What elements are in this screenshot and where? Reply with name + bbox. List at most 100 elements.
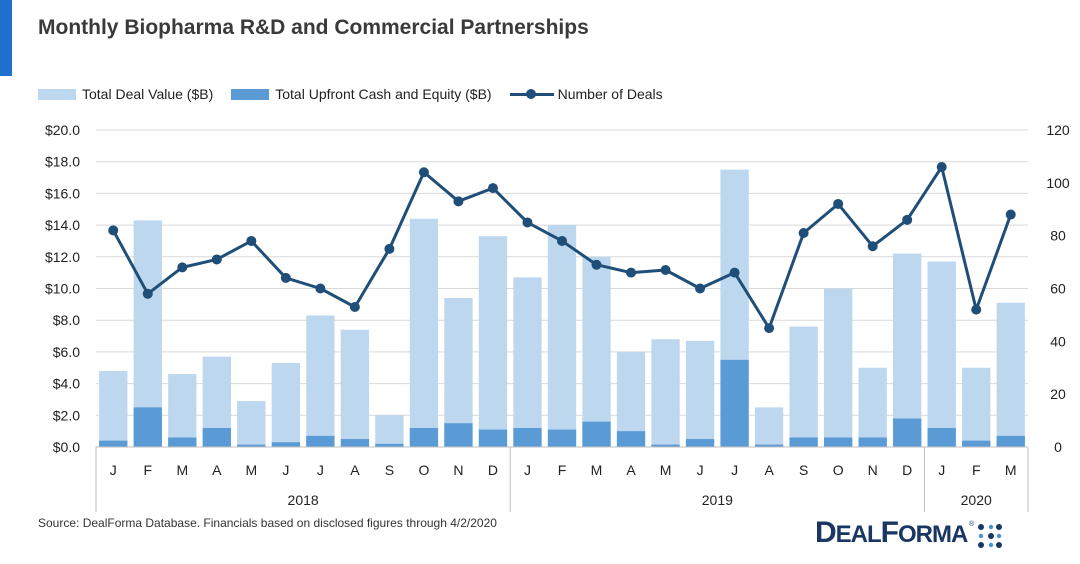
point-number-of-deals bbox=[177, 262, 188, 273]
x-tick-label: A bbox=[212, 462, 222, 478]
bar-upfront bbox=[513, 427, 542, 447]
x-tick-label: J bbox=[731, 462, 738, 478]
y-left-tick-label: $4.0 bbox=[53, 376, 80, 392]
legend-item-deal-value[interactable]: Total Deal Value ($B) bbox=[38, 86, 213, 102]
x-tick-label: S bbox=[799, 462, 808, 478]
y-right-tick-label: 20 bbox=[1050, 386, 1066, 402]
bar-deal-value bbox=[168, 374, 197, 447]
point-number-of-deals bbox=[211, 254, 222, 265]
legend-label-deal-value: Total Deal Value ($B) bbox=[82, 86, 214, 102]
y-right-tick-label: 60 bbox=[1050, 281, 1066, 297]
dealforma-logo: DEALFORMA ® bbox=[815, 516, 1003, 550]
point-number-of-deals bbox=[833, 198, 844, 209]
bar-upfront bbox=[616, 431, 646, 447]
legend-item-number-of-deals[interactable]: Number of Deals bbox=[509, 86, 663, 102]
bar-upfront bbox=[133, 407, 162, 447]
point-number-of-deals bbox=[384, 243, 395, 254]
bar-deal-value bbox=[996, 302, 1025, 447]
x-tick-label: F bbox=[143, 462, 152, 478]
bar-upfront bbox=[651, 444, 680, 447]
point-number-of-deals bbox=[971, 304, 982, 315]
bar-deal-value bbox=[823, 288, 853, 447]
bar-upfront bbox=[271, 442, 301, 447]
point-number-of-deals bbox=[280, 272, 291, 283]
x-tick-label: F bbox=[972, 462, 981, 478]
point-number-of-deals bbox=[867, 241, 878, 252]
x-tick-label: A bbox=[350, 462, 360, 478]
x-tick-label: J bbox=[317, 462, 324, 478]
bar-upfront bbox=[893, 418, 922, 447]
x-tick-label: O bbox=[418, 462, 429, 478]
bar-upfront bbox=[685, 439, 715, 447]
accent-bar bbox=[0, 0, 12, 76]
point-number-of-deals bbox=[936, 161, 947, 172]
legend-label-number-of-deals: Number of Deals bbox=[557, 86, 663, 102]
point-number-of-deals bbox=[108, 225, 119, 236]
x-group-label: 2020 bbox=[961, 492, 992, 508]
y-left-tick-label: $10.0 bbox=[45, 281, 80, 297]
x-tick-label: N bbox=[453, 462, 463, 478]
bar-upfront bbox=[789, 437, 818, 447]
logo-dots-icon: ® bbox=[969, 520, 1003, 548]
bar-upfront bbox=[823, 437, 853, 447]
x-tick-label: M bbox=[245, 462, 257, 478]
y-right-tick-label: 80 bbox=[1050, 228, 1066, 244]
bar-deal-value bbox=[547, 225, 577, 447]
y-left-tick-label: $12.0 bbox=[45, 249, 80, 265]
bar-deal-value bbox=[478, 236, 508, 447]
point-number-of-deals bbox=[902, 214, 913, 225]
bar-upfront bbox=[375, 443, 404, 447]
x-tick-label: J bbox=[938, 462, 945, 478]
bar-upfront bbox=[962, 440, 991, 447]
point-number-of-deals bbox=[142, 288, 153, 299]
point-number-of-deals bbox=[418, 167, 429, 178]
bar-deal-value bbox=[893, 253, 922, 447]
x-tick-label: M bbox=[591, 462, 603, 478]
bar-upfront bbox=[444, 423, 473, 447]
x-tick-label: J bbox=[524, 462, 531, 478]
point-number-of-deals bbox=[246, 235, 257, 246]
x-tick-label: J bbox=[282, 462, 289, 478]
point-number-of-deals bbox=[315, 283, 326, 294]
bar-deal-value bbox=[99, 370, 128, 447]
bar-upfront bbox=[409, 427, 439, 447]
x-tick-label: F bbox=[558, 462, 567, 478]
legend-item-upfront[interactable]: Total Upfront Cash and Equity ($B) bbox=[231, 86, 492, 102]
y-right-tick-label: 120 bbox=[1046, 122, 1070, 138]
x-tick-label: M bbox=[660, 462, 672, 478]
point-number-of-deals bbox=[453, 196, 464, 207]
bar-upfront bbox=[927, 427, 956, 447]
bar-deal-value bbox=[962, 367, 991, 447]
bar-deal-value bbox=[375, 415, 404, 447]
point-number-of-deals bbox=[729, 267, 740, 278]
bar-deal-value bbox=[409, 218, 439, 447]
y-right-tick-label: 0 bbox=[1054, 439, 1062, 455]
legend-label-upfront: Total Upfront Cash and Equity ($B) bbox=[275, 86, 492, 102]
bar-deal-value bbox=[306, 315, 335, 447]
point-number-of-deals bbox=[1005, 209, 1016, 220]
bar-deal-value bbox=[789, 326, 818, 447]
y-left-tick-label: $20.0 bbox=[45, 122, 80, 138]
bar-upfront bbox=[754, 444, 784, 447]
y-left-tick-label: $6.0 bbox=[53, 344, 80, 360]
y-right-tick-label: 40 bbox=[1050, 333, 1066, 349]
bar-upfront bbox=[99, 440, 128, 447]
y-left-tick-label: $0.0 bbox=[53, 439, 80, 455]
bar-upfront bbox=[202, 427, 231, 447]
bar-deal-value bbox=[582, 256, 611, 447]
x-tick-label: M bbox=[176, 462, 188, 478]
y-left-tick-label: $2.0 bbox=[53, 407, 80, 423]
bar-upfront bbox=[478, 429, 508, 447]
x-tick-label: S bbox=[385, 462, 394, 478]
x-tick-label: D bbox=[902, 462, 912, 478]
x-tick-label: D bbox=[488, 462, 498, 478]
point-number-of-deals bbox=[522, 217, 533, 228]
logo-wordmark: DEALFORMA bbox=[815, 516, 968, 549]
bar-deal-value bbox=[237, 401, 266, 447]
point-number-of-deals bbox=[695, 283, 706, 294]
bar-upfront bbox=[858, 437, 887, 447]
bar-deal-value bbox=[444, 298, 473, 447]
y-left-tick-label: $16.0 bbox=[45, 185, 80, 201]
legend-swatch-deal-value bbox=[38, 88, 76, 100]
